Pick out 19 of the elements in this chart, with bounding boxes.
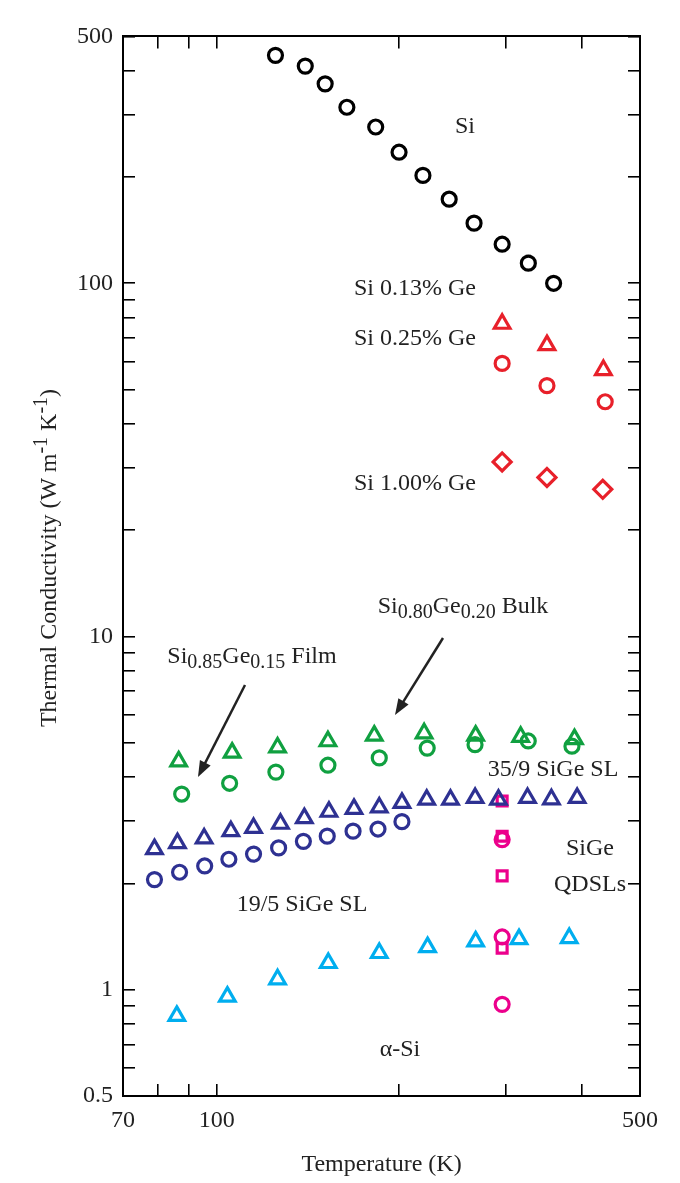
x-tick-label: 500: [622, 1105, 658, 1132]
annotation: 35/9 SiGe SL: [487, 754, 619, 783]
x-tick-label: 70: [111, 1105, 135, 1132]
annotation: Si 1.00% Ge: [354, 468, 476, 497]
annotation: Si 0.13% Ge: [354, 273, 476, 302]
annotation: 19/5 SiGe SL: [236, 889, 368, 918]
x-axis-title: Temperature (K): [301, 1149, 462, 1176]
y-tick-label: 100: [77, 268, 113, 295]
x-tick-label: 100: [198, 1105, 235, 1132]
y-tick-label: 0.5: [83, 1081, 113, 1108]
annotation: Si: [454, 111, 476, 140]
annotation: Si$_{0.80}$Ge$_{0.20}$ Bulk: [377, 590, 549, 625]
annotation: Si 0.25% Ge: [354, 323, 476, 352]
y-tick-label: 1: [101, 974, 113, 1001]
y-tick-label: 10: [89, 621, 113, 648]
annotation: Si$_{0.85}$Ge$_{0.15}$ Film: [167, 640, 337, 675]
annotation: SiGe QDSLs: [553, 833, 627, 898]
annotation: α-Si: [379, 1034, 421, 1063]
y-tick-label: 500: [77, 21, 113, 48]
